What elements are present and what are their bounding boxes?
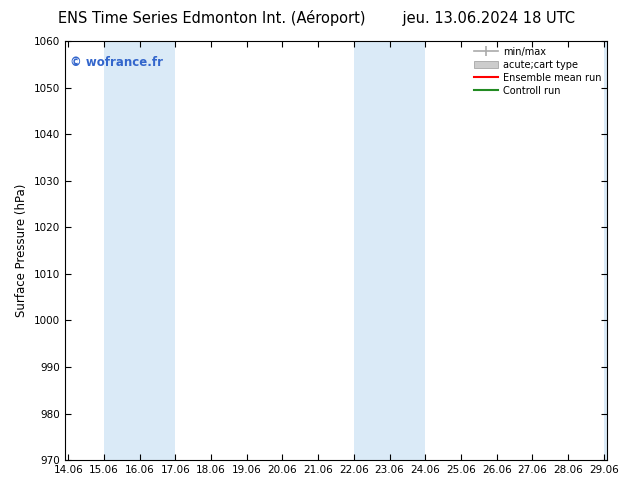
Text: ENS Time Series Edmonton Int. (Aéroport)        jeu. 13.06.2024 18 UTC: ENS Time Series Edmonton Int. (Aéroport)… (58, 10, 576, 26)
Bar (104, 41, 176, 460)
Legend: min/max, acute;cart type, Ensemble mean run, Controll run: min/max, acute;cart type, Ensemble mean … (471, 44, 604, 98)
Bar (604, 41, 619, 460)
Bar (354, 41, 425, 460)
Text: © wofrance.fr: © wofrance.fr (70, 56, 163, 69)
Y-axis label: Surface Pressure (hPa): Surface Pressure (hPa) (15, 184, 28, 318)
